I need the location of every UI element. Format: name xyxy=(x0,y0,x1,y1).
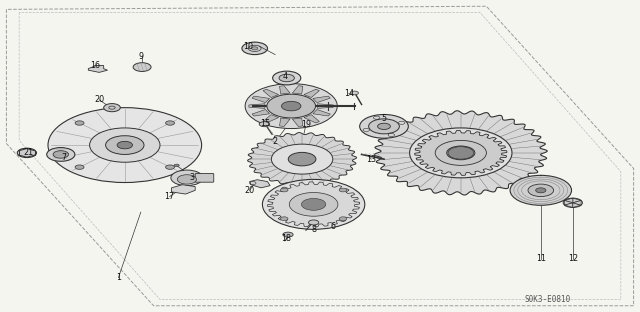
Text: 19: 19 xyxy=(301,120,311,129)
Circle shape xyxy=(339,217,347,221)
Polygon shape xyxy=(564,198,573,203)
Polygon shape xyxy=(573,203,581,207)
Polygon shape xyxy=(263,115,278,123)
Text: 13: 13 xyxy=(366,155,376,163)
Circle shape xyxy=(47,148,75,161)
Circle shape xyxy=(288,152,316,166)
Circle shape xyxy=(289,193,338,216)
Circle shape xyxy=(536,188,546,193)
Circle shape xyxy=(435,140,486,165)
Polygon shape xyxy=(280,86,290,94)
Circle shape xyxy=(447,146,475,160)
Circle shape xyxy=(360,115,408,138)
Polygon shape xyxy=(249,104,265,108)
Circle shape xyxy=(75,165,84,169)
Circle shape xyxy=(308,220,319,225)
Text: 3: 3 xyxy=(189,173,195,182)
Circle shape xyxy=(448,147,474,159)
Circle shape xyxy=(339,188,347,192)
Circle shape xyxy=(17,148,36,158)
Circle shape xyxy=(48,108,202,183)
Circle shape xyxy=(75,121,84,125)
Text: 4: 4 xyxy=(282,72,287,81)
Circle shape xyxy=(133,63,151,71)
Circle shape xyxy=(53,151,68,158)
Polygon shape xyxy=(88,66,108,72)
Polygon shape xyxy=(573,198,581,203)
Circle shape xyxy=(166,165,175,169)
Polygon shape xyxy=(292,118,303,126)
Text: 7: 7 xyxy=(61,153,67,162)
Circle shape xyxy=(117,141,132,149)
Circle shape xyxy=(369,119,399,134)
Circle shape xyxy=(106,136,144,154)
Polygon shape xyxy=(250,180,270,188)
Circle shape xyxy=(410,128,512,178)
Circle shape xyxy=(528,184,554,197)
Text: 1: 1 xyxy=(116,273,121,282)
Circle shape xyxy=(280,217,288,221)
Circle shape xyxy=(90,128,160,162)
Circle shape xyxy=(174,164,179,167)
Text: 15: 15 xyxy=(260,119,271,128)
Circle shape xyxy=(283,232,293,237)
Circle shape xyxy=(171,170,203,186)
Circle shape xyxy=(280,188,288,192)
Circle shape xyxy=(279,74,294,82)
Polygon shape xyxy=(252,96,269,103)
Text: 20: 20 xyxy=(244,186,255,195)
Polygon shape xyxy=(313,96,330,103)
Circle shape xyxy=(351,91,358,95)
Text: 18: 18 xyxy=(281,234,291,243)
Circle shape xyxy=(271,144,333,174)
Text: S0K3-E0810: S0K3-E0810 xyxy=(524,295,570,304)
Circle shape xyxy=(282,101,301,111)
Polygon shape xyxy=(252,110,269,116)
Circle shape xyxy=(378,123,390,129)
Circle shape xyxy=(273,71,301,85)
Polygon shape xyxy=(564,203,573,207)
Polygon shape xyxy=(317,104,333,108)
Text: 5: 5 xyxy=(381,114,387,123)
Text: 21: 21 xyxy=(24,149,34,157)
Polygon shape xyxy=(280,118,290,126)
Circle shape xyxy=(438,142,484,164)
Circle shape xyxy=(242,42,268,55)
Text: 9: 9 xyxy=(138,52,143,61)
Polygon shape xyxy=(313,110,330,116)
Polygon shape xyxy=(573,201,581,205)
Text: 2: 2 xyxy=(273,138,278,146)
Polygon shape xyxy=(268,182,360,227)
Polygon shape xyxy=(172,185,195,194)
Polygon shape xyxy=(415,130,507,175)
Polygon shape xyxy=(564,201,573,205)
Polygon shape xyxy=(263,89,278,98)
Polygon shape xyxy=(248,133,356,186)
Text: 11: 11 xyxy=(536,255,546,263)
Text: 14: 14 xyxy=(344,89,354,98)
Circle shape xyxy=(262,179,365,229)
Text: 10: 10 xyxy=(243,42,253,51)
Text: 6: 6 xyxy=(330,222,335,231)
Text: 17: 17 xyxy=(164,192,175,201)
Circle shape xyxy=(166,121,175,125)
Circle shape xyxy=(252,47,258,50)
Circle shape xyxy=(104,104,120,112)
FancyBboxPatch shape xyxy=(195,173,214,182)
Circle shape xyxy=(177,175,196,184)
Polygon shape xyxy=(304,89,319,98)
Circle shape xyxy=(259,122,269,127)
Polygon shape xyxy=(374,111,547,195)
Text: 20: 20 xyxy=(94,95,104,104)
Text: 8: 8 xyxy=(311,225,316,234)
Circle shape xyxy=(510,175,572,205)
Polygon shape xyxy=(292,86,303,94)
Circle shape xyxy=(267,94,316,118)
Circle shape xyxy=(301,198,326,210)
Polygon shape xyxy=(304,115,319,123)
Text: 16: 16 xyxy=(90,61,100,70)
Circle shape xyxy=(245,84,337,129)
Text: 12: 12 xyxy=(568,255,578,263)
